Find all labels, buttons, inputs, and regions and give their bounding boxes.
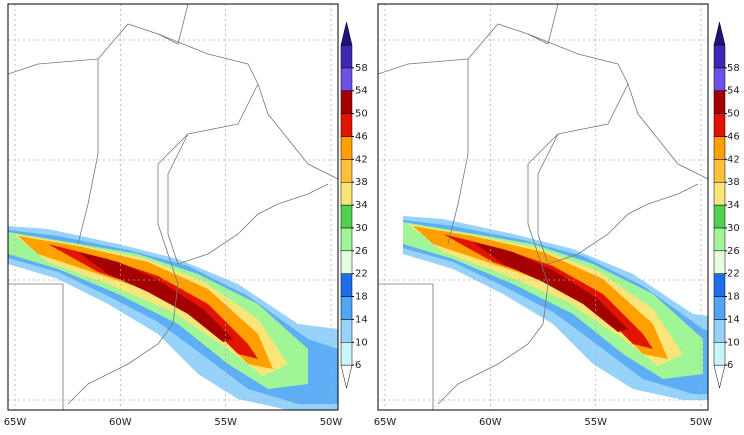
colorbar-label: 58 [355, 63, 368, 74]
colorbar-segment [713, 273, 726, 297]
lon-label: 55W [214, 417, 237, 428]
lon-label: 55W [584, 417, 607, 428]
colorbar-segment [713, 159, 726, 183]
colorbar-segment [713, 44, 726, 69]
colorbar-arrow [340, 22, 353, 46]
lon-label: 65W [374, 417, 397, 428]
colorbar-label: 18 [727, 292, 740, 303]
colorbar-segment [340, 136, 353, 160]
colorbar-segment [713, 227, 726, 252]
map-panel: 65W 60W 55W 50W 6 10 14 18 22 26 30 34 38 42 46 50 54 58 [4, 3, 368, 428]
colorbar-segment [340, 296, 353, 320]
map-area: 65W 60W 55W 50W [374, 3, 713, 428]
lon-label: 50W [690, 417, 713, 428]
colorbar-segment [340, 342, 353, 366]
colorbar-arrow [340, 364, 353, 389]
colorbar-label: 14 [355, 314, 368, 325]
colorbar-segment [713, 90, 726, 114]
colorbar-arrow [713, 22, 726, 46]
colorbar-label: 10 [355, 337, 368, 348]
lon-label: 60W [109, 417, 132, 428]
colorbar-segment [340, 204, 353, 229]
colorbar-label: 46 [355, 131, 368, 142]
colorbar-segment [713, 319, 726, 343]
colorbar-label: 34 [727, 200, 740, 211]
lon-label: 65W [4, 417, 27, 428]
colorbar-segment [340, 159, 353, 183]
colorbar-label: 26 [355, 246, 368, 257]
colorbar-segment [713, 342, 726, 366]
colorbar-segment [340, 113, 353, 137]
colorbar-label: 26 [727, 246, 740, 257]
map-content [8, 4, 338, 410]
colorbar-segment [340, 181, 353, 206]
radar-echo [403, 216, 708, 400]
colorbar-label: 22 [727, 269, 740, 280]
colorbar-label: 54 [355, 86, 368, 97]
colorbar-segment [340, 250, 353, 274]
colorbar-segment [340, 44, 353, 69]
colorbar-segment [340, 273, 353, 297]
colorbar-label: 6 [355, 360, 361, 371]
colorbar-label: 10 [727, 337, 740, 348]
colorbar-segment [340, 319, 353, 343]
colorbar-label: 14 [727, 314, 740, 325]
colorbar-label: 50 [727, 109, 740, 120]
colorbar-label: 38 [727, 177, 740, 188]
colorbar-label: 18 [355, 292, 368, 303]
colorbar-label: 42 [727, 154, 740, 165]
radar-echo [8, 226, 338, 410]
colorbar-segment [713, 204, 726, 229]
colorbar-arrow [713, 364, 726, 389]
colorbar-label: 30 [355, 223, 368, 234]
lon-label: 50W [320, 417, 343, 428]
colorbar-segment [340, 227, 353, 252]
map-frame [7, 3, 339, 411]
colorbar-label: 54 [727, 86, 740, 97]
map-frame [377, 3, 709, 411]
colorbar-segment [713, 136, 726, 160]
colorbar-segment [713, 296, 726, 320]
map-content [378, 4, 708, 410]
colorbar-label: 50 [355, 109, 368, 120]
colorbar-segment [713, 67, 726, 91]
colorbar-label: 38 [355, 177, 368, 188]
colorbar-label: 42 [355, 154, 368, 165]
colorbar-segment [340, 67, 353, 91]
colorbar-label: 46 [727, 131, 740, 142]
colorbar-label: 34 [355, 200, 368, 211]
colorbar-segment [340, 90, 353, 114]
lon-label: 60W [479, 417, 502, 428]
colorbar-segment [713, 250, 726, 274]
colorbar-label: 6 [727, 360, 733, 371]
colorbar-segment [713, 113, 726, 137]
colorbar-segment [713, 181, 726, 206]
map-area: 65W 60W 55W 50W [4, 3, 343, 428]
colorbar-label: 30 [727, 223, 740, 234]
colorbar-label: 58 [727, 63, 740, 74]
map-panel: 65W 60W 55W 50W 6 10 14 18 22 26 30 34 38 42 46 50 54 58 [374, 3, 740, 428]
colorbar-label: 22 [355, 269, 368, 280]
